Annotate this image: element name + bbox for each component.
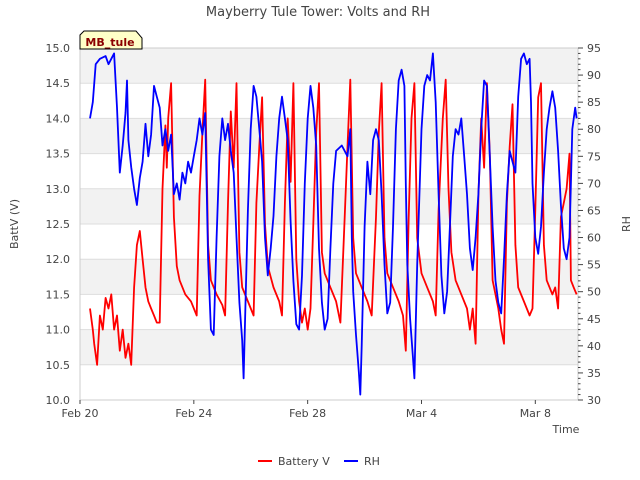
legend-label-rh: RH bbox=[364, 455, 380, 468]
y2-tick-label: 70 bbox=[587, 177, 601, 190]
y-tick-label: 14.0 bbox=[46, 112, 71, 125]
site-label-box bbox=[79, 30, 143, 50]
x-tick-label: Feb 20 bbox=[62, 407, 99, 420]
y2-tick-label: 85 bbox=[587, 96, 601, 109]
legend-label-battery: Battery V bbox=[278, 455, 330, 468]
background-band bbox=[80, 48, 578, 84]
x-axis-label: Time bbox=[552, 423, 580, 436]
y2-tick-label: 30 bbox=[587, 394, 601, 407]
y2-tick-label: 65 bbox=[587, 204, 601, 217]
y2-axis-label: RH bbox=[620, 216, 633, 232]
y2-tick-label: 40 bbox=[587, 340, 601, 353]
x-tick-label: Mar 8 bbox=[520, 407, 551, 420]
y2-tick-label: 75 bbox=[587, 150, 601, 163]
x-tick-label: Feb 28 bbox=[289, 407, 326, 420]
series-line-battery-v bbox=[89, 78, 578, 366]
y2-tick-label: 35 bbox=[587, 367, 601, 380]
gridlines bbox=[80, 47, 578, 401]
y-tick-label: 12.5 bbox=[46, 218, 71, 231]
site-label-badge: MB_tule bbox=[79, 30, 143, 50]
y2-tick-label: 55 bbox=[587, 259, 601, 272]
y-axis-label: BattV (V) bbox=[8, 199, 21, 249]
background-band bbox=[80, 188, 578, 224]
y-tick-label: 11.5 bbox=[46, 288, 71, 301]
y-tick-label: 10.0 bbox=[46, 394, 71, 407]
y-tick-label: 13.5 bbox=[46, 148, 71, 161]
y2-tick-label: 90 bbox=[587, 69, 601, 82]
y2-tick-label: 50 bbox=[587, 286, 601, 299]
site-label: MB_tule bbox=[85, 36, 134, 49]
chart-title: Mayberry Tule Tower: Volts and RH bbox=[206, 5, 430, 20]
background-band bbox=[80, 329, 578, 365]
y-tick-label: 13.0 bbox=[46, 183, 71, 196]
plot-frame bbox=[79, 47, 579, 401]
y2-tick-label: 95 bbox=[587, 42, 601, 55]
y-tick-label: 14.5 bbox=[46, 77, 71, 90]
y2-tick-label: 80 bbox=[587, 123, 601, 136]
x-tick-label: Mar 4 bbox=[406, 407, 437, 420]
y-tick-label: 10.5 bbox=[46, 359, 71, 372]
legend: Battery V RH bbox=[258, 455, 380, 468]
y2-tick-label: 45 bbox=[587, 313, 601, 326]
y-tick-label: 12.0 bbox=[46, 253, 71, 266]
background-band bbox=[80, 118, 578, 154]
series-line-rh bbox=[89, 52, 578, 396]
x-tick-label: Feb 24 bbox=[175, 407, 212, 420]
y2-tick-label: 60 bbox=[587, 232, 601, 245]
y-tick-label: 11.0 bbox=[46, 324, 71, 337]
y-tick-label: 15.0 bbox=[46, 42, 71, 55]
series-layer bbox=[89, 52, 578, 396]
axes: 10.0 10.5 11.0 11.5 12.0 12.5 13.0 13.5 14.0 14.5… bbox=[46, 42, 602, 420]
